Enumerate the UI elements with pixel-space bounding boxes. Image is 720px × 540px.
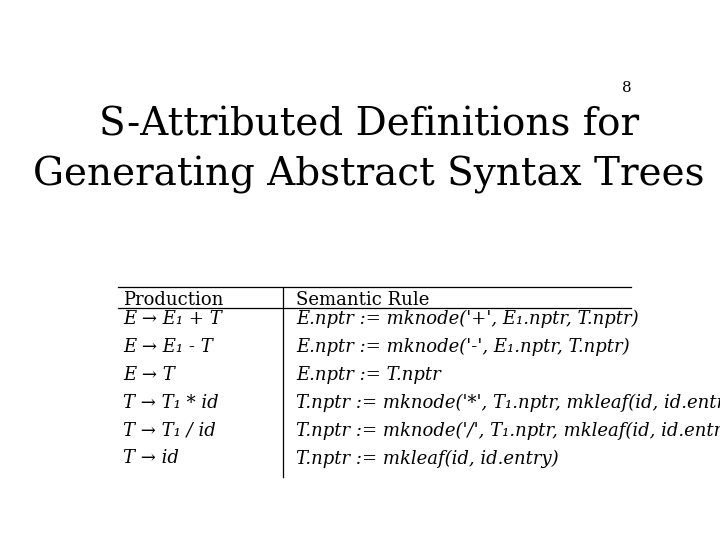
Text: E → E₁ - T: E → E₁ - T <box>124 338 213 356</box>
Text: E.nptr := T.nptr: E.nptr := T.nptr <box>297 366 441 384</box>
Text: E → E₁ + T: E → E₁ + T <box>124 310 222 328</box>
Text: T.nptr := mknode('*', T₁.nptr, mkleaf(id, id.entry)): T.nptr := mknode('*', T₁.nptr, mkleaf(id… <box>297 394 720 412</box>
Text: E → T: E → T <box>124 366 175 384</box>
Text: Generating Abstract Syntax Trees: Generating Abstract Syntax Trees <box>33 156 705 194</box>
Text: T.nptr := mknode('/', T₁.nptr, mkleaf(id, id.entry)): T.nptr := mknode('/', T₁.nptr, mkleaf(id… <box>297 422 720 440</box>
Text: T → T₁ / id: T → T₁ / id <box>124 422 216 440</box>
Text: S-Attributed Definitions for: S-Attributed Definitions for <box>99 106 639 144</box>
Text: E.nptr := mknode('-', E₁.nptr, T.nptr): E.nptr := mknode('-', E₁.nptr, T.nptr) <box>297 338 630 356</box>
Text: E.nptr := mknode('+', E₁.nptr, T.nptr): E.nptr := mknode('+', E₁.nptr, T.nptr) <box>297 310 639 328</box>
Text: T → T₁ * id: T → T₁ * id <box>124 394 219 411</box>
Text: Production: Production <box>124 292 224 309</box>
Text: Semantic Rule: Semantic Rule <box>297 292 430 309</box>
Text: T.nptr := mkleaf(id, id.entry): T.nptr := mkleaf(id, id.entry) <box>297 449 559 468</box>
Text: T → id: T → id <box>124 449 179 468</box>
Text: 8: 8 <box>621 82 631 96</box>
